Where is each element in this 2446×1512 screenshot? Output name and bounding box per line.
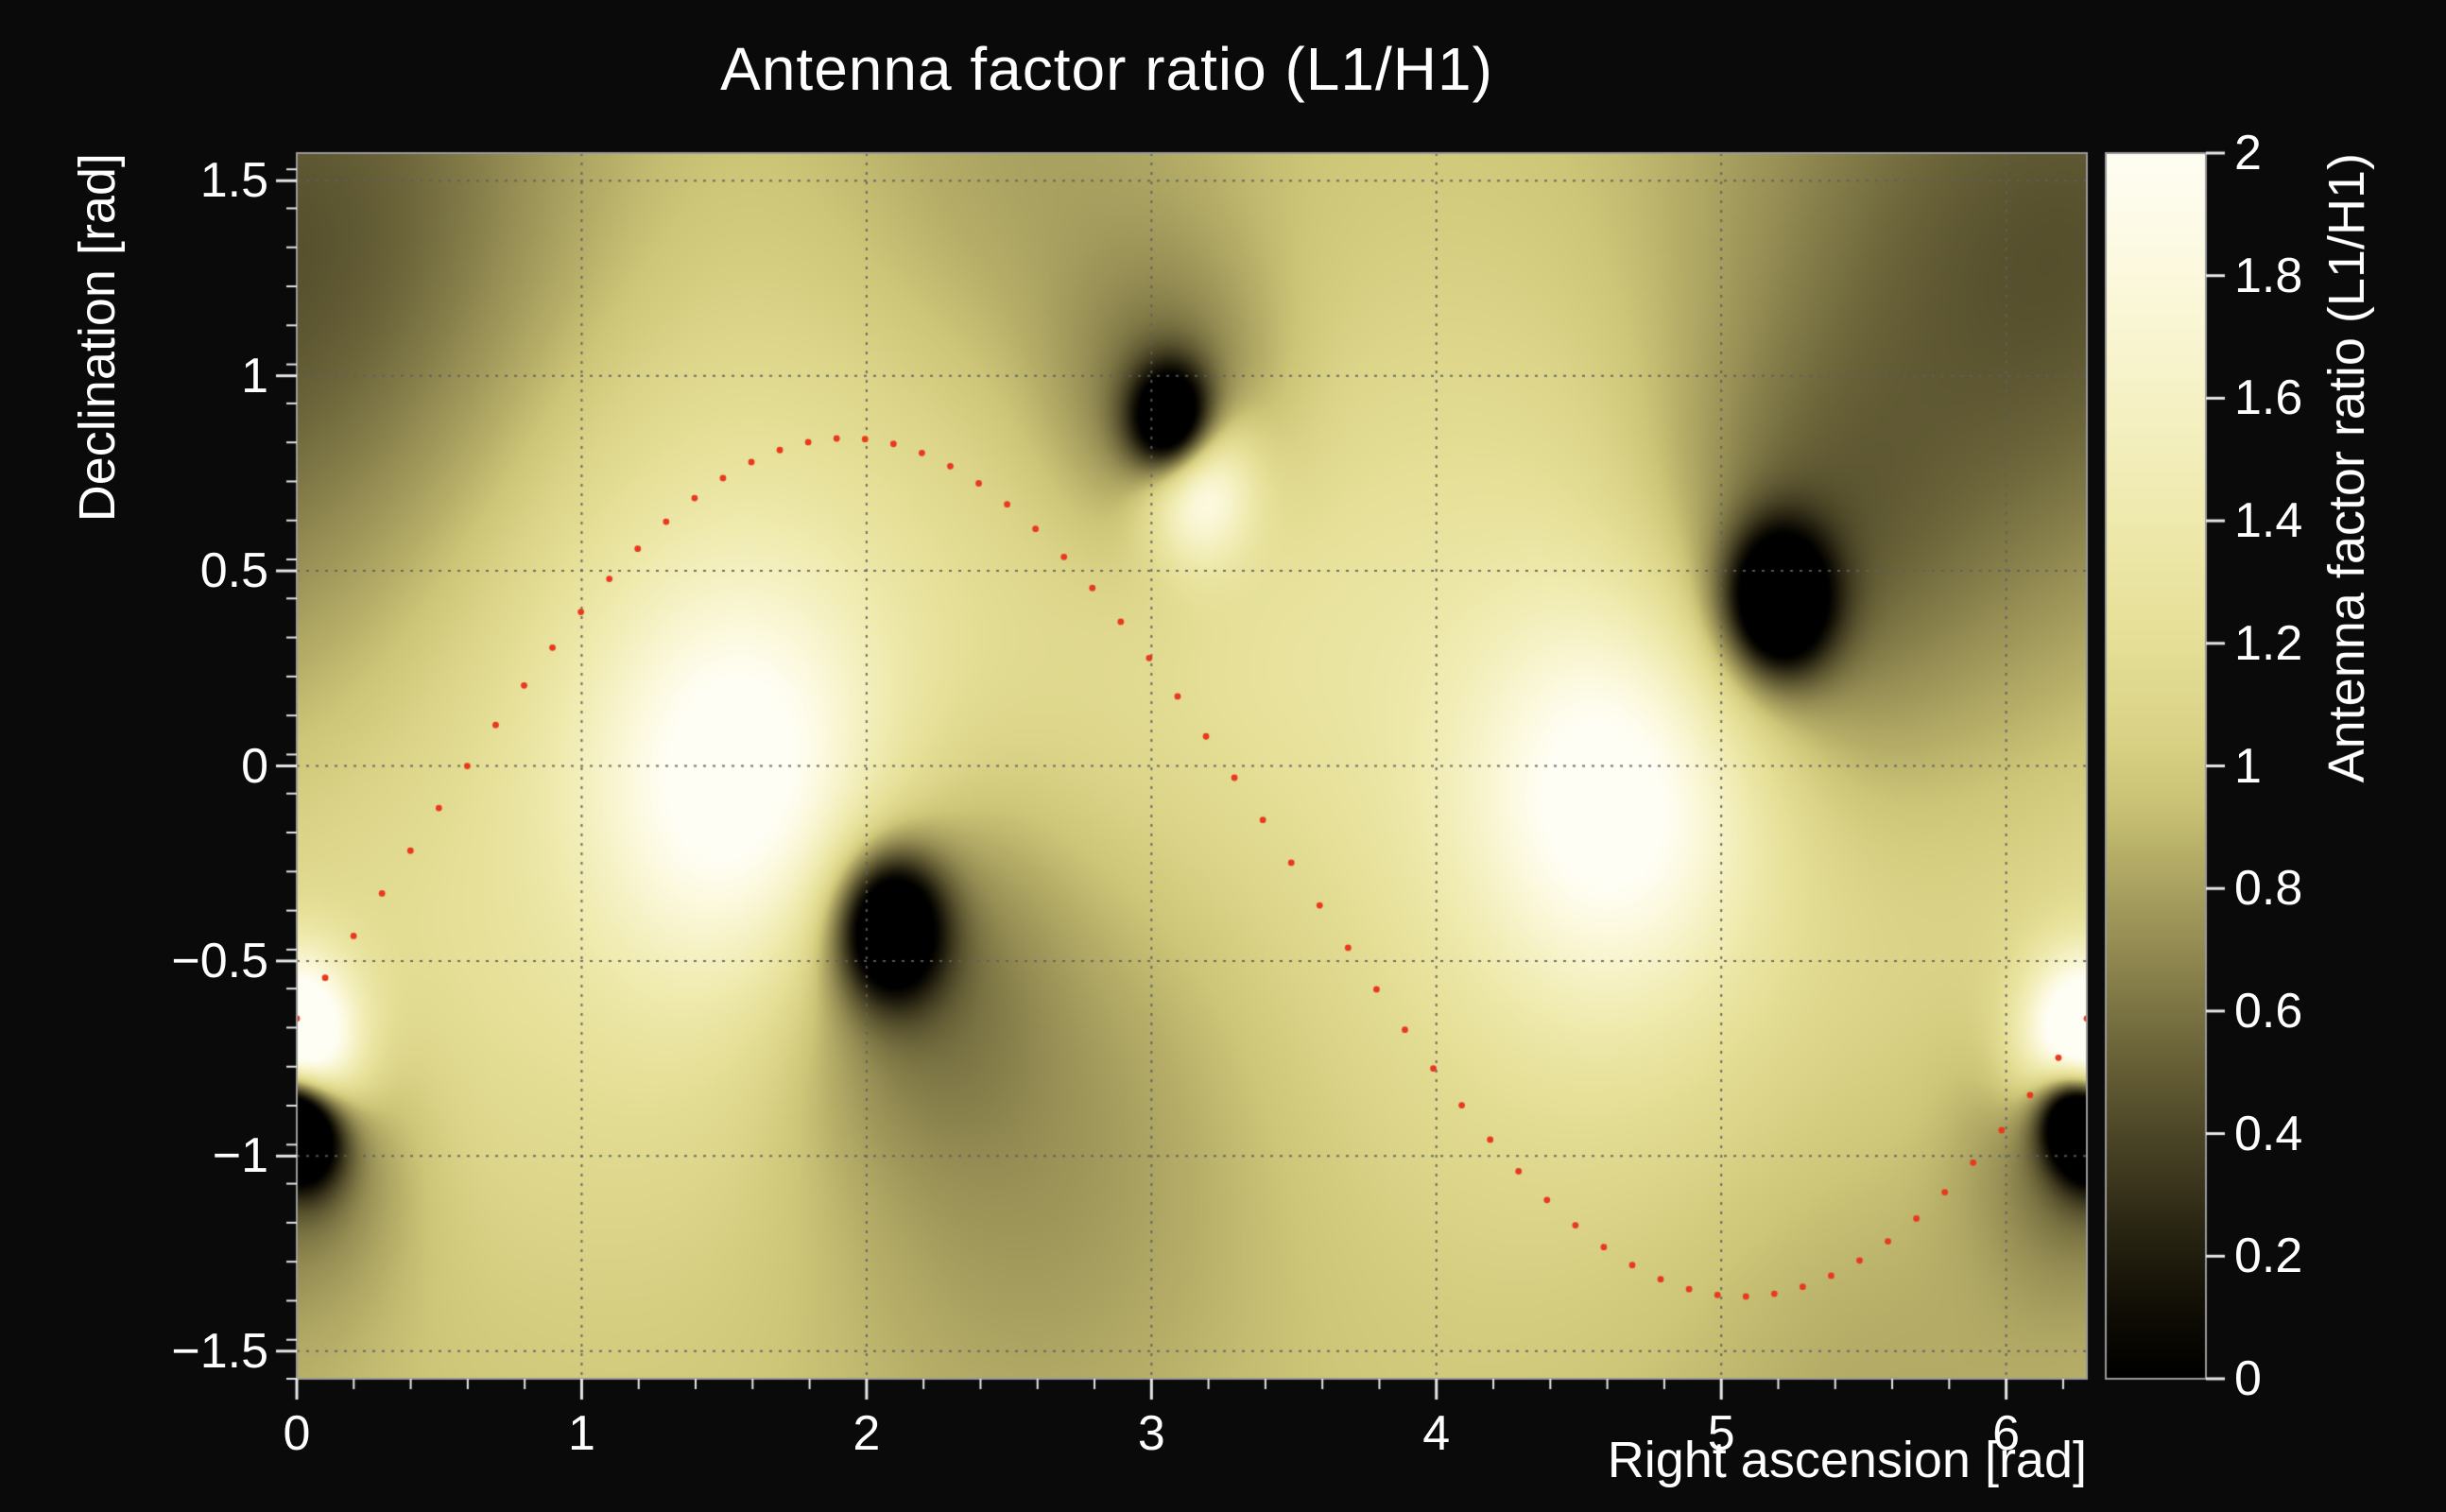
y-tick-label: 1.5 — [199, 153, 268, 209]
colorbar-tick-label: 1.6 — [2234, 370, 2303, 426]
colorbar-tick-label: 1.2 — [2234, 615, 2303, 671]
x-axis-title: Right ascension [rad] — [1607, 1432, 2087, 1488]
x-tick-label: 1 — [567, 1406, 595, 1461]
y-tick-label: 0 — [241, 738, 268, 794]
colorbar-gradient — [2106, 153, 2206, 1379]
colorbar-tick-label: 1.8 — [2234, 248, 2303, 303]
y-axis-title: Declination [rad] — [69, 153, 126, 523]
colorbar-tick-label: 0 — [2234, 1351, 2262, 1406]
x-tick-label: 0 — [283, 1406, 311, 1461]
colorbar-tick-label: 1.4 — [2234, 493, 2303, 549]
colorbar-tick-label: 0.4 — [2234, 1106, 2303, 1161]
colorbar-tick-label: 2 — [2234, 126, 2262, 180]
x-tick-label: 3 — [1137, 1406, 1165, 1461]
heatmap-canvas — [297, 153, 2087, 1379]
y-tick-label: 1 — [241, 348, 268, 404]
colorbar-axis-title: Antenna factor ratio (L1/H1) — [2318, 153, 2375, 783]
colorbar-tick-label: 0.6 — [2234, 983, 2303, 1039]
y-tick-label: −0.5 — [171, 933, 268, 988]
y-tick-label: 0.5 — [199, 543, 268, 599]
chart-title: Antenna factor ratio (L1/H1) — [720, 35, 1493, 103]
y-tick-label: −1.5 — [171, 1323, 268, 1379]
x-tick-label: 4 — [1422, 1406, 1451, 1461]
x-tick-label: 6 — [1992, 1406, 2021, 1461]
x-tick-label: 2 — [853, 1406, 881, 1461]
colorbar-tick-label: 0.8 — [2234, 861, 2303, 917]
x-tick-label: 5 — [1707, 1406, 1735, 1461]
colorbar-tick-label: 1 — [2234, 738, 2262, 794]
colorbar-tick-label: 0.2 — [2234, 1228, 2303, 1284]
y-tick-label: −1 — [212, 1128, 268, 1184]
